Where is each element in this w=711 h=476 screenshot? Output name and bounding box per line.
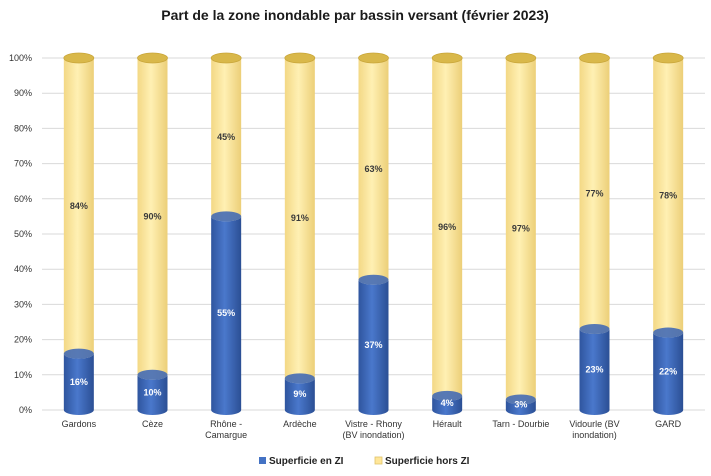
bar-segment-cap <box>579 324 610 335</box>
data-label-hors-zi: 63% <box>364 164 382 174</box>
x-tick-label: Vidourle (BV <box>569 419 619 429</box>
bar-top-cap <box>284 52 316 64</box>
y-axis: 0% 10% 20% 30% 40% 50% 60% 70% 80% 90% 100% <box>9 53 32 415</box>
bar-segment-cap <box>211 211 242 222</box>
x-tick-label: inondation) <box>572 430 617 440</box>
bar-segment-hors-zi <box>653 58 684 338</box>
bar-segment-en-zi <box>505 399 536 415</box>
y-tick-label: 30% <box>14 299 32 309</box>
bar-segment-cap <box>284 373 315 384</box>
bar-group: 37% 63% <box>358 52 389 415</box>
data-label-en-zi: 16% <box>70 377 88 387</box>
data-label-hors-zi: 90% <box>143 211 161 221</box>
bar-segment-hors-zi <box>432 58 463 401</box>
bar-group: 9% 91% <box>284 52 316 415</box>
bar-segment-en-zi <box>211 216 242 415</box>
bar-segment-cap <box>137 369 168 380</box>
bar-top-cap <box>579 52 610 64</box>
bar-group: 22% 78% <box>652 52 684 415</box>
bar-segment-cap <box>63 348 94 359</box>
y-tick-label: 0% <box>19 405 32 415</box>
y-tick-label: 10% <box>14 370 32 380</box>
bar-segment-en-zi <box>358 279 389 415</box>
data-label-hors-zi: 78% <box>659 190 677 200</box>
legend-label: Superficie en ZI <box>269 456 344 467</box>
bar-top-cap <box>652 52 684 64</box>
data-label-hors-zi: 96% <box>438 222 456 232</box>
bar-segment-hors-zi <box>358 58 389 285</box>
x-tick-label: Tarn - Dourbie <box>492 419 549 429</box>
bar-group: 16% 84% <box>63 52 95 415</box>
bar-segment-hors-zi <box>505 58 536 405</box>
legend-swatch <box>259 457 266 464</box>
data-label-en-zi: 3% <box>514 400 527 410</box>
data-label-en-zi: 37% <box>364 340 382 350</box>
data-label-hors-zi: 77% <box>585 189 603 199</box>
bar-segment-hors-zi <box>284 58 315 384</box>
bar-segment-en-zi <box>579 329 610 415</box>
y-tick-label: 100% <box>9 53 32 63</box>
bar-segment-cap <box>358 274 389 285</box>
bar-top-cap <box>431 52 463 64</box>
bar-segment-hors-zi <box>137 58 168 380</box>
y-tick-label: 40% <box>14 264 32 274</box>
x-tick-label: Gardons <box>62 419 97 429</box>
bar-segment-en-zi <box>63 353 94 415</box>
legend-swatch <box>374 456 383 465</box>
data-label-en-zi: 55% <box>217 308 235 318</box>
bar-group: 4% 96% <box>431 52 463 415</box>
x-tick-label: GARD <box>655 419 682 429</box>
bar-top-cap <box>505 52 537 64</box>
y-tick-label: 80% <box>14 123 32 133</box>
y-tick-label: 90% <box>14 88 32 98</box>
x-tick-label: Hérault <box>433 419 463 429</box>
x-tick-label: (BV inondation) <box>342 430 404 440</box>
bar-segment-hors-zi <box>63 58 94 359</box>
bar-segment-en-zi <box>653 332 684 415</box>
bar-group: 3% 97% <box>505 52 537 415</box>
data-label-hors-zi: 97% <box>512 224 530 234</box>
data-label-en-zi: 4% <box>441 398 454 408</box>
data-label-hors-zi: 84% <box>70 201 88 211</box>
bar-group: 55% 45% <box>210 52 242 415</box>
y-tick-label: 70% <box>14 159 32 169</box>
bar-top-cap <box>210 52 242 64</box>
bar-segment-hors-zi <box>579 58 610 335</box>
bar-segment-en-zi <box>432 395 463 415</box>
x-tick-label: Cèze <box>142 419 163 429</box>
chart-title: Part de la zone inondable par bassin ver… <box>161 7 548 23</box>
bar-segment-en-zi <box>137 374 168 415</box>
x-tick-label: Vistre - Rhony <box>345 419 402 429</box>
x-tick-label: Camargue <box>205 430 247 440</box>
bar-segment-hors-zi <box>211 58 242 222</box>
bar-segment-cap <box>653 327 684 338</box>
x-axis: Gardons Cèze Rhône -Camargue Ardèche Vistre … <box>62 419 682 440</box>
data-label-en-zi: 9% <box>293 389 306 399</box>
bar-group: 10% 90% <box>137 52 168 415</box>
y-tick-label: 60% <box>14 194 32 204</box>
bar-segment-cap <box>505 394 536 405</box>
bar-segment-cap <box>432 390 463 401</box>
data-label-hors-zi: 91% <box>291 213 309 223</box>
y-tick-label: 50% <box>14 229 32 239</box>
data-label-en-zi: 23% <box>585 365 603 375</box>
bars: 16% 84% 10% 90% 55% 45% 9% 91% 37% 63% 4% 96% 3% 97% 2… <box>63 52 684 415</box>
data-label-hors-zi: 45% <box>217 132 235 142</box>
x-tick-label: Rhône - <box>210 419 242 429</box>
bar-top-cap <box>137 52 168 64</box>
legend: Superficie en ZI Superficie hors ZI <box>259 456 470 467</box>
legend-label: Superficie hors ZI <box>385 456 470 467</box>
bar-top-cap <box>63 52 95 64</box>
data-label-en-zi: 22% <box>659 366 677 376</box>
bar-group: 23% 77% <box>579 52 610 415</box>
bar-segment-en-zi <box>284 378 315 415</box>
bar-top-cap <box>358 52 389 64</box>
y-tick-label: 20% <box>14 335 32 345</box>
data-label-en-zi: 10% <box>143 387 161 397</box>
x-tick-label: Ardèche <box>283 419 317 429</box>
